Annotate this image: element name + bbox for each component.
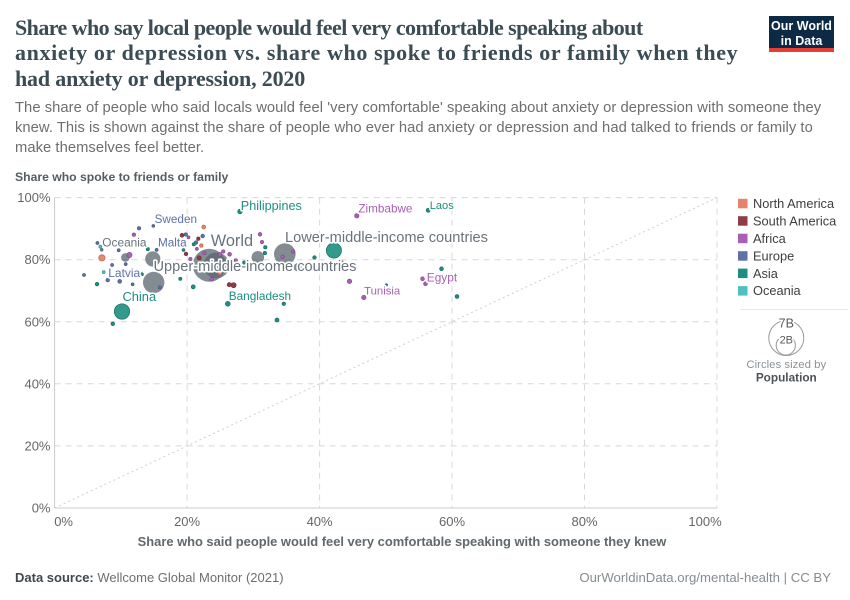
svg-text:60%: 60% — [24, 314, 50, 329]
svg-text:Egypt: Egypt — [427, 270, 458, 284]
svg-text:Africa: Africa — [753, 231, 787, 246]
svg-text:Oceania: Oceania — [753, 283, 802, 298]
svg-text:Philippines: Philippines — [241, 199, 302, 213]
svg-text:Zimbabwe: Zimbabwe — [358, 203, 412, 216]
svg-text:Population: Population — [756, 371, 817, 385]
svg-text:Europe: Europe — [753, 248, 794, 263]
svg-text:Asia: Asia — [753, 266, 779, 281]
svg-text:0%: 0% — [32, 501, 51, 516]
svg-text:Tunisia: Tunisia — [364, 286, 401, 298]
svg-text:0%: 0% — [54, 514, 73, 529]
svg-text:World: World — [211, 232, 253, 250]
svg-text:Bangladesh: Bangladesh — [229, 289, 291, 303]
svg-text:7B: 7B — [779, 317, 794, 331]
svg-text:20%: 20% — [24, 438, 50, 453]
svg-text:Latvia: Latvia — [108, 266, 140, 280]
svg-text:20%: 20% — [174, 514, 200, 529]
svg-text:Lower-middle-income countries: Lower-middle-income countries — [285, 230, 488, 246]
svg-text:Malta: Malta — [158, 237, 187, 250]
svg-text:North America: North America — [753, 196, 835, 211]
svg-text:80%: 80% — [24, 252, 50, 267]
svg-text:Circles sized by: Circles sized by — [746, 359, 826, 371]
svg-text:40%: 40% — [24, 376, 50, 391]
svg-text:China: China — [122, 289, 156, 304]
svg-text:Laos: Laos — [430, 200, 455, 212]
svg-text:100%: 100% — [17, 190, 51, 205]
svg-text:80%: 80% — [571, 514, 597, 529]
svg-text:Share who said people would fe: Share who said people would feel very co… — [138, 534, 668, 549]
svg-text:40%: 40% — [307, 514, 333, 529]
svg-text:South America: South America — [753, 213, 837, 228]
svg-text:Oceania: Oceania — [102, 236, 147, 250]
svg-text:2B: 2B — [780, 335, 793, 347]
svg-text:Upper-middle-income countries: Upper-middle-income countries — [154, 259, 357, 275]
svg-text:100%: 100% — [688, 514, 722, 529]
svg-text:60%: 60% — [439, 514, 465, 529]
svg-text:Sweden: Sweden — [155, 213, 197, 226]
